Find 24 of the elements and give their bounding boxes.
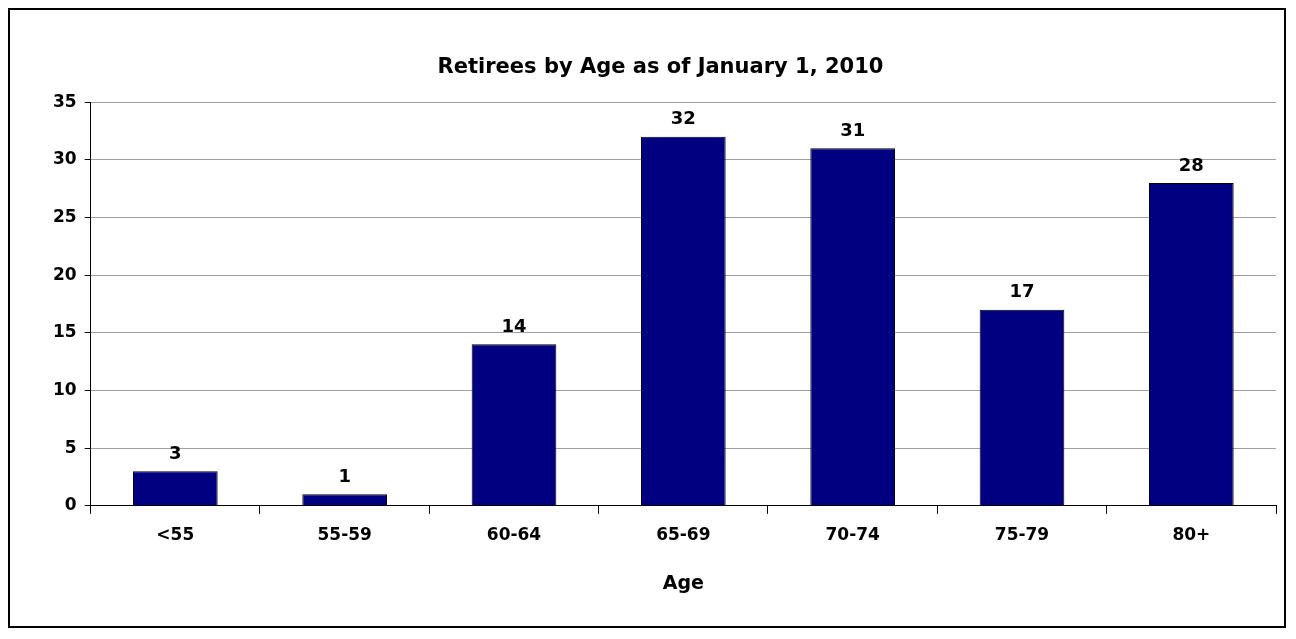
data-label: 14 xyxy=(501,315,527,337)
data-label: 17 xyxy=(1009,280,1035,302)
y-tick-label: 15 xyxy=(52,321,77,342)
chart-title: Retirees by Age as of January 1, 2010 xyxy=(437,54,884,79)
y-tick-label: 0 xyxy=(64,494,77,515)
x-tick-label: 75-79 xyxy=(994,524,1050,545)
x-tick-label: <55 xyxy=(156,524,195,545)
x-tick-label: 70-74 xyxy=(825,524,881,545)
y-tick-label: 10 xyxy=(52,378,77,399)
y-tick-label: 30 xyxy=(52,148,77,169)
x-tick-label: 65-69 xyxy=(656,524,711,545)
y-tick-label: 5 xyxy=(64,436,77,457)
y-tick-label: 35 xyxy=(52,90,77,111)
x-axis-title: Age xyxy=(662,570,704,593)
y-tick-label: 20 xyxy=(52,263,77,284)
y-tick-label: 25 xyxy=(52,205,77,226)
data-label: 3 xyxy=(169,441,182,463)
x-tick-label: 60-64 xyxy=(486,524,542,545)
data-label: 28 xyxy=(1178,153,1204,175)
x-tick-label: 80+ xyxy=(1172,524,1211,545)
data-label: 31 xyxy=(840,119,866,140)
x-tick-label: 55-59 xyxy=(317,524,372,545)
data-label: 32 xyxy=(670,107,696,129)
data-label: 1 xyxy=(338,464,351,486)
